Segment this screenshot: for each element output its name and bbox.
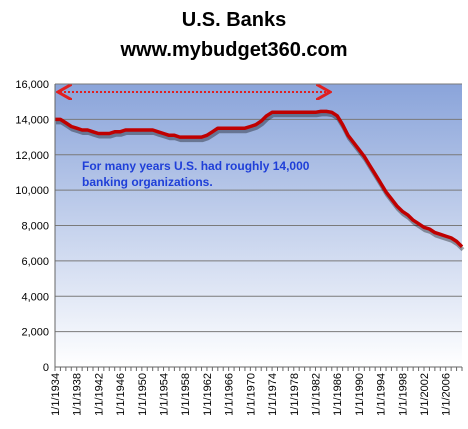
annotation: For many years U.S. had roughly 14,000 (82, 159, 310, 173)
x-tick-label: 1/1/1966 (224, 373, 236, 416)
x-tick-label: 1/1/1958 (180, 373, 192, 416)
x-tick-label: 1/1/1942 (93, 373, 105, 416)
y-tick-label: 0 (43, 362, 49, 374)
y-tick-label: 14,000 (15, 114, 49, 126)
x-tick-label: 1/1/1990 (354, 373, 366, 416)
x-tick-label: 1/1/1962 (202, 373, 214, 416)
x-tick-label: 1/1/1978 (289, 373, 301, 416)
x-tick-label: 1/1/1950 (137, 373, 149, 416)
y-tick-label: 2,000 (21, 327, 49, 339)
line (55, 109, 464, 248)
chart-subtitle: www.mybudget360.com (119, 39, 347, 61)
x-tick-label: 1/1/1970 (245, 373, 257, 416)
x-tick-label: 1/1/1986 (332, 373, 344, 416)
x-tick-label: 1/1/1934 (50, 373, 62, 416)
chart-title: U.S. Banks (182, 9, 286, 31)
annotation: banking organizations. (82, 175, 213, 189)
x-tick-label: 1/1/1982 (310, 373, 322, 416)
x-tick-label: 1/1/1998 (397, 373, 409, 416)
x-tick-label: 1/1/1974 (267, 373, 279, 416)
x-tick-label: 1/1/2006 (441, 373, 453, 416)
y-tick-label: 8,000 (21, 221, 49, 233)
y-tick-label: 16,000 (15, 79, 49, 91)
x-tick-label: 1/1/2002 (419, 373, 431, 416)
y-tick-label: 6,000 (21, 256, 49, 268)
x-tick-label: 1/1/1938 (72, 373, 84, 416)
x-tick-label: 1/1/1954 (159, 373, 171, 416)
x-tick-label: 1/1/1994 (376, 373, 388, 416)
y-tick-label: 12,000 (15, 150, 49, 162)
x-tick-label: 1/1/1946 (115, 373, 127, 416)
y-tick-label: 4,000 (21, 291, 49, 303)
y-tick-label: 10,000 (15, 185, 49, 197)
